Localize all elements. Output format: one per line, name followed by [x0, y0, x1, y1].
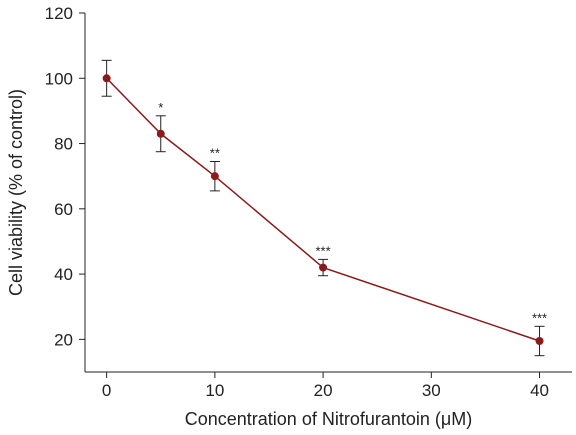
x-tick-label: 30 [422, 381, 441, 400]
data-point [210, 172, 219, 181]
data-point [156, 129, 165, 138]
x-tick-label: 0 [102, 381, 111, 400]
significance-label: ** [210, 145, 220, 160]
x-axis-title: Concentration of Nitrofurantoin (μM) [185, 409, 473, 429]
significance-label: *** [532, 310, 547, 325]
significance-label: * [158, 100, 163, 115]
y-tick-label: 100 [45, 69, 73, 88]
significance-label: *** [315, 243, 330, 258]
x-tick-label: 10 [205, 381, 224, 400]
y-tick-label: 60 [54, 200, 73, 219]
data-point [535, 336, 544, 345]
y-tick-label: 80 [54, 135, 73, 154]
x-tick-label: 20 [314, 381, 333, 400]
series-layer: ********* [101, 59, 547, 357]
y-tick-label: 40 [54, 265, 73, 284]
y-axis-title: Cell viability (% of control) [6, 89, 26, 296]
data-point [102, 74, 111, 83]
y-tick-label: 20 [54, 330, 73, 349]
axes [84, 13, 572, 373]
x-tick-label: 40 [530, 381, 549, 400]
y-ticks: 20 40 60 80 100 120 [45, 4, 85, 349]
data-point [319, 263, 328, 272]
x-ticks: 0 10 20 30 40 [102, 372, 549, 400]
y-tick-label: 120 [45, 4, 73, 23]
series-line [106, 77, 540, 342]
